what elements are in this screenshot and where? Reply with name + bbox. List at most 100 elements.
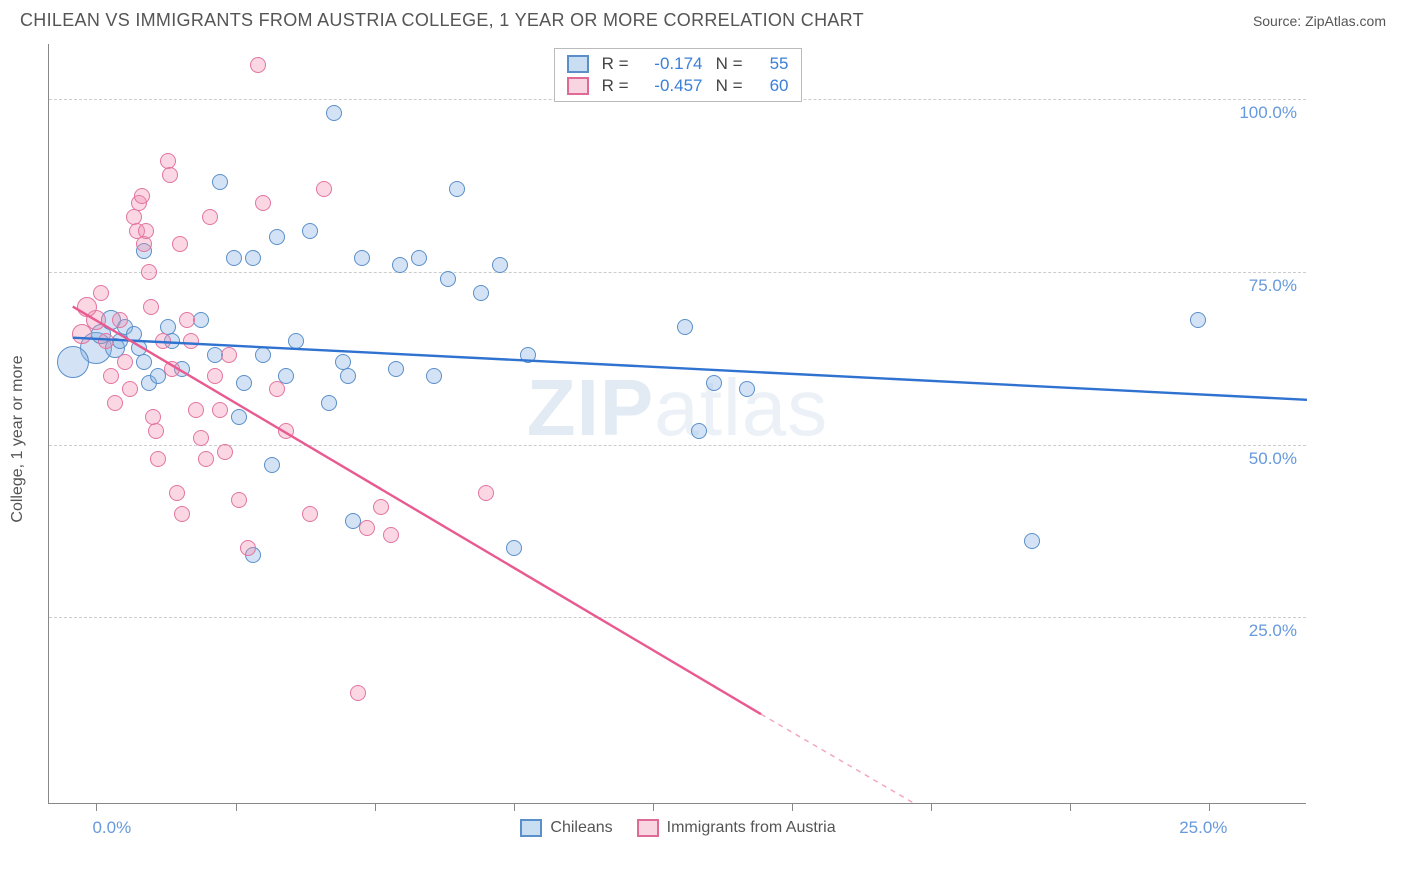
y-tick-label: 50.0% — [1237, 449, 1297, 469]
scatter-point — [269, 229, 285, 245]
x-tick-label: 0.0% — [92, 818, 131, 838]
scatter-point — [250, 57, 266, 73]
scatter-point — [193, 312, 209, 328]
scatter-point — [264, 457, 280, 473]
scatter-point — [193, 430, 209, 446]
scatter-point — [143, 299, 159, 315]
scatter-point — [183, 333, 199, 349]
x-tick-mark — [236, 803, 237, 811]
scatter-point — [57, 346, 89, 378]
y-tick-label: 100.0% — [1237, 103, 1297, 123]
scatter-point — [212, 402, 228, 418]
x-tick-mark — [931, 803, 932, 811]
scatter-point — [236, 375, 252, 391]
legend-swatch-pink — [567, 77, 589, 95]
scatter-point — [98, 333, 114, 349]
gridline-h — [49, 445, 1306, 446]
scatter-point — [164, 361, 180, 377]
scatter-point — [155, 333, 171, 349]
scatter-point — [212, 174, 228, 190]
chart-container: College, 1 year or more ZIPatlas R = -0.… — [48, 44, 1388, 834]
x-tick-mark — [96, 803, 97, 811]
scatter-point — [188, 402, 204, 418]
scatter-point — [202, 209, 218, 225]
scatter-point — [231, 492, 247, 508]
scatter-point — [383, 527, 399, 543]
scatter-point — [136, 236, 152, 252]
legend-label-blue: Chileans — [550, 819, 612, 837]
scatter-point — [162, 167, 178, 183]
scatter-point — [350, 685, 366, 701]
scatter-point — [107, 395, 123, 411]
legend-label-pink: Immigrants from Austria — [667, 819, 836, 837]
legend-swatch-blue — [520, 819, 542, 837]
scatter-point — [677, 319, 693, 335]
scatter-point — [321, 395, 337, 411]
scatter-point — [150, 451, 166, 467]
plot-area: ZIPatlas R = -0.174 N = 55 R = -0.457 N … — [48, 44, 1306, 804]
scatter-point — [326, 105, 342, 121]
scatter-point — [148, 423, 164, 439]
scatter-point — [1190, 312, 1206, 328]
scatter-point — [255, 347, 271, 363]
scatter-point — [269, 381, 285, 397]
stat-n-value-blue: 55 — [755, 54, 789, 74]
scatter-point — [77, 297, 97, 317]
bottom-legend: Chileans Immigrants from Austria — [49, 819, 1307, 837]
scatter-point — [316, 181, 332, 197]
scatter-point — [440, 271, 456, 287]
scatter-point — [449, 181, 465, 197]
scatter-point — [354, 250, 370, 266]
stat-r-value-blue: -0.174 — [641, 54, 703, 74]
legend-item-pink: Immigrants from Austria — [637, 819, 836, 837]
scatter-point — [93, 285, 109, 301]
scatter-point — [473, 285, 489, 301]
scatter-point — [117, 354, 133, 370]
scatter-point — [706, 375, 722, 391]
chart-title: CHILEAN VS IMMIGRANTS FROM AUSTRIA COLLE… — [20, 10, 864, 31]
source-label: Source: ZipAtlas.com — [1253, 13, 1386, 29]
scatter-point — [169, 485, 185, 501]
scatter-point — [340, 368, 356, 384]
x-tick-mark — [792, 803, 793, 811]
stat-r-label: R = — [601, 54, 629, 74]
scatter-point — [240, 540, 256, 556]
stat-legend-box: R = -0.174 N = 55 R = -0.457 N = 60 — [554, 48, 802, 102]
x-tick-mark — [514, 803, 515, 811]
scatter-point — [138, 223, 154, 239]
trend-line — [761, 714, 975, 804]
scatter-point — [231, 409, 247, 425]
x-tick-mark — [375, 803, 376, 811]
scatter-point — [426, 368, 442, 384]
scatter-point — [411, 250, 427, 266]
gridline-h — [49, 617, 1306, 618]
scatter-point — [136, 354, 152, 370]
stat-n-label: N = — [715, 54, 743, 74]
legend-swatch-blue — [567, 55, 589, 73]
scatter-point — [278, 423, 294, 439]
scatter-point — [103, 368, 119, 384]
x-tick-mark — [653, 803, 654, 811]
scatter-point — [72, 324, 92, 344]
scatter-point — [492, 257, 508, 273]
scatter-point — [221, 347, 237, 363]
x-tick-label: 25.0% — [1179, 818, 1227, 838]
scatter-point — [1024, 533, 1040, 549]
gridline-h — [49, 272, 1306, 273]
scatter-point — [122, 381, 138, 397]
scatter-point — [520, 347, 536, 363]
y-axis-label: College, 1 year or more — [9, 355, 27, 522]
stat-r-value-pink: -0.457 — [641, 76, 703, 96]
scatter-point — [217, 444, 233, 460]
scatter-point — [359, 520, 375, 536]
scatter-point — [112, 312, 128, 328]
y-tick-label: 75.0% — [1237, 276, 1297, 296]
scatter-point — [278, 368, 294, 384]
stat-n-label: N = — [715, 76, 743, 96]
scatter-point — [198, 451, 214, 467]
scatter-point — [302, 506, 318, 522]
scatter-point — [141, 264, 157, 280]
scatter-point — [245, 250, 261, 266]
x-tick-mark — [1209, 803, 1210, 811]
legend-item-blue: Chileans — [520, 819, 612, 837]
